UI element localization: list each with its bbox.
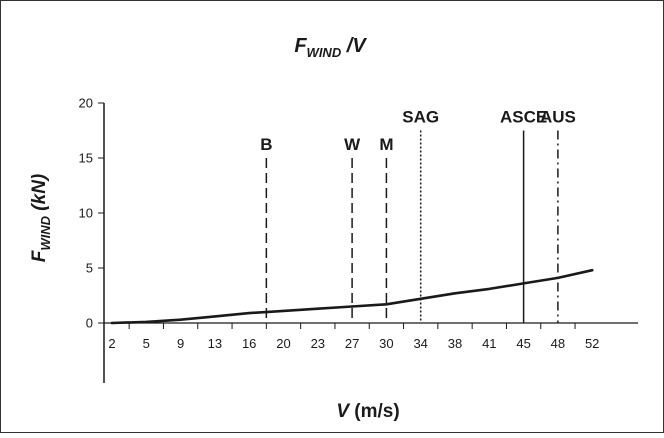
data-point	[385, 303, 388, 306]
x-tick-label: 23	[311, 336, 325, 351]
reference-label-sag: SAG	[402, 108, 439, 127]
reference-label-b: B	[260, 135, 272, 154]
data-point	[488, 287, 491, 291]
x-tick-label: 52	[585, 336, 599, 351]
data-point	[179, 318, 182, 321]
y-tick-label: 0	[86, 316, 93, 331]
x-tick-label: 16	[242, 336, 256, 351]
data-point	[213, 315, 217, 318]
data-point	[145, 320, 148, 324]
data-point	[419, 297, 422, 300]
y-axis-label: FWIND (kN)	[29, 174, 53, 263]
x-tick-label: 41	[482, 336, 496, 351]
data-point	[110, 321, 114, 325]
x-tick-label: 30	[379, 336, 393, 351]
x-tick-label: 38	[448, 336, 462, 351]
data-series	[110, 268, 594, 325]
data-point	[453, 292, 457, 295]
x-tick-label: 34	[413, 336, 427, 351]
x-tick-label: 20	[276, 336, 290, 351]
x-axis-label: V (m/s)	[336, 401, 399, 422]
y-tick-label: 5	[86, 261, 93, 276]
y-ticks: 0 5 10 15 20	[79, 96, 104, 331]
x-tick-label: 9	[177, 336, 184, 351]
x-tick-label: 2	[108, 336, 115, 351]
data-point	[282, 309, 285, 313]
x-tick-label: 13	[208, 336, 222, 351]
reference-label-aus: AUS	[540, 108, 576, 127]
x-tick-label: 27	[345, 336, 359, 351]
data-point	[248, 311, 251, 315]
x-ticks: 2 5 9 13 16 20 23 27 30 34 38 41 45 48 52	[108, 323, 599, 351]
data-point	[316, 307, 319, 310]
reference-label-m: M	[379, 135, 393, 154]
reference-label-asce: ASCE	[500, 108, 547, 127]
y-tick-label: 20	[79, 96, 93, 111]
data-point	[350, 305, 354, 308]
data-point	[591, 269, 594, 272]
chart-title: FWIND /V	[294, 35, 367, 60]
data-point	[522, 282, 525, 285]
x-tick-label: 45	[516, 336, 530, 351]
data-point	[556, 276, 560, 280]
x-tick-label: 48	[551, 336, 565, 351]
x-tick-label: 5	[143, 336, 150, 351]
reference-label-w: W	[344, 135, 361, 154]
y-tick-label: 15	[79, 151, 93, 166]
y-tick-label: 10	[79, 206, 93, 221]
